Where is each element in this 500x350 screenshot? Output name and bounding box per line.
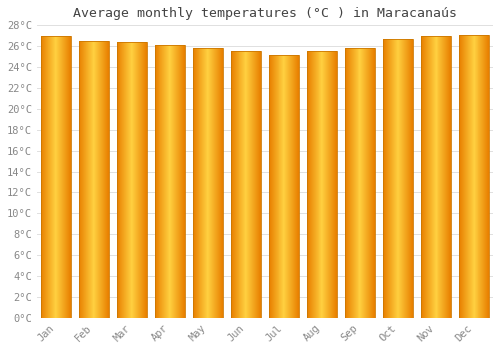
Bar	[193, 48, 222, 318]
Bar	[231, 51, 260, 318]
Bar	[421, 36, 451, 318]
Bar	[459, 35, 489, 318]
Bar	[117, 42, 146, 318]
Bar	[383, 39, 413, 318]
Bar	[269, 55, 299, 318]
Bar	[79, 41, 108, 318]
Bar	[41, 36, 70, 318]
Bar	[155, 45, 184, 318]
Bar	[307, 51, 337, 318]
Title: Average monthly temperatures (°C ) in Maracanaús: Average monthly temperatures (°C ) in Ma…	[73, 7, 457, 20]
Bar	[345, 48, 375, 318]
